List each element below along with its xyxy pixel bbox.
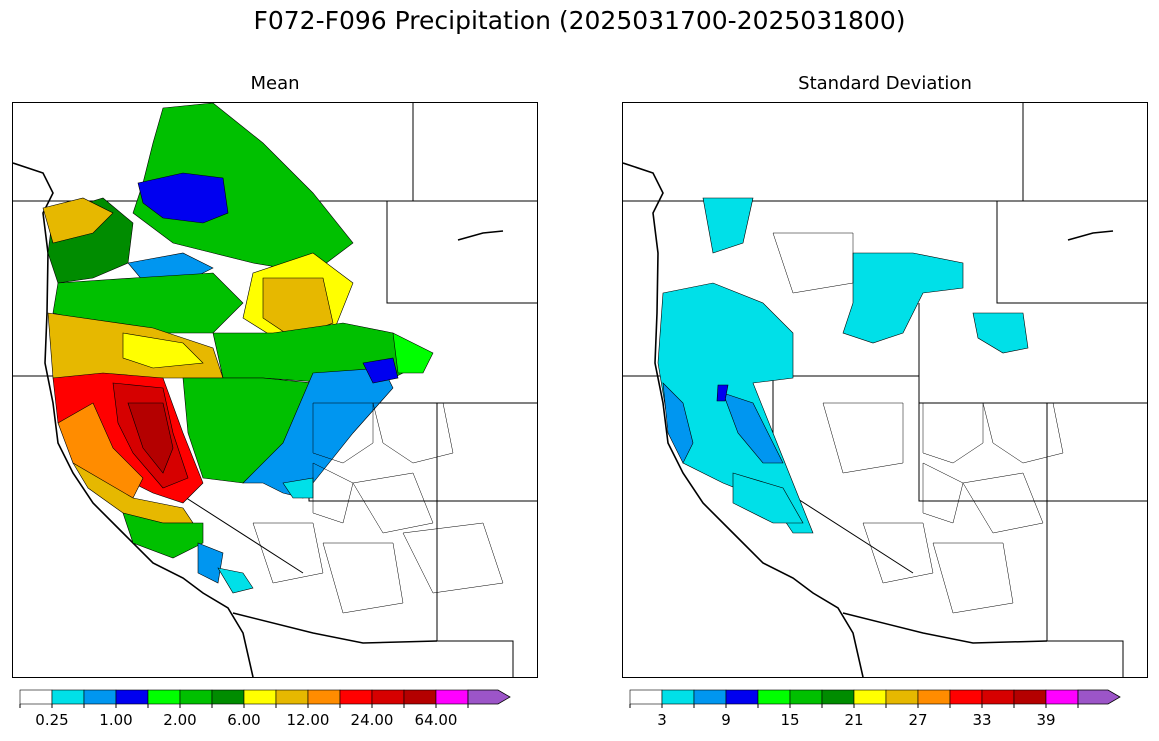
colorbar-swatch	[147, 689, 181, 705]
basin-outline	[352, 472, 434, 534]
colorbar-swatch	[339, 689, 373, 705]
basin-outline	[772, 232, 854, 294]
precip-region	[217, 567, 254, 594]
precip-region	[197, 542, 224, 584]
state-boundary	[918, 303, 1147, 502]
colorbar-swatch	[19, 689, 53, 705]
country-border	[232, 612, 438, 644]
colorbar-tick-label: 15	[780, 711, 800, 729]
colorbar-swatch	[371, 689, 405, 705]
colorbar-swatch	[693, 689, 727, 705]
stddev-region	[716, 384, 729, 402]
mean-map	[12, 102, 538, 678]
colorbar-tick-label: 21	[844, 711, 864, 729]
state-boundary	[772, 376, 914, 574]
state-boundary	[996, 201, 1147, 304]
precip-region	[392, 332, 434, 374]
colorbar-swatch	[179, 689, 213, 705]
state-boundary	[1046, 403, 1124, 677]
colorbar-swatch	[885, 689, 919, 705]
precip-region	[137, 172, 229, 224]
colorbar-tick-label: 12.00	[286, 711, 330, 729]
colorbar-swatch	[275, 689, 309, 705]
figure-title: F072-F096 Precipitation (2025031700-2025…	[253, 6, 906, 35]
basin-outline	[922, 462, 964, 524]
colorbar-swatch	[243, 689, 277, 705]
basin-outline	[932, 542, 1014, 614]
colorbar-swatch	[51, 689, 85, 705]
great-lakes-shoreline	[457, 230, 504, 241]
colorbar-tick-label: 9	[721, 711, 731, 729]
precip-region	[122, 512, 204, 559]
colorbar-swatch	[725, 689, 759, 705]
colorbar-tick-label: 39	[1036, 711, 1056, 729]
basin-outline	[372, 402, 454, 464]
stddev-map	[622, 102, 1148, 678]
great-lakes-shoreline	[1067, 230, 1114, 241]
stddev-panel-title: Standard Deviation	[798, 73, 972, 94]
stddev-region	[842, 252, 964, 344]
colorbar-tick-label: 64.00	[414, 711, 458, 729]
colorbar-tick-label: 6.00	[227, 711, 261, 729]
colorbar-extend-arrow	[1077, 689, 1121, 705]
colorbar-swatch	[789, 689, 823, 705]
basin-outline	[822, 402, 904, 474]
colorbar-tick-label: 3	[657, 711, 667, 729]
precip-region	[127, 402, 174, 474]
stddev-region	[972, 312, 1029, 354]
colorbar-swatch	[949, 689, 983, 705]
basin-outline	[402, 522, 504, 594]
precip-region	[42, 197, 114, 244]
colorbar-swatch	[83, 689, 117, 705]
stddev-region	[702, 197, 754, 254]
colorbar-swatch	[917, 689, 951, 705]
colorbar-swatch	[1013, 689, 1047, 705]
colorbar-tick-label: 33	[972, 711, 992, 729]
country-border	[842, 612, 1048, 644]
colorbar-swatch	[853, 689, 887, 705]
colorbar-tick-label: 24.00	[350, 711, 394, 729]
basin-outline	[982, 402, 1064, 464]
basin-outline	[962, 472, 1044, 534]
stddev-region	[722, 392, 784, 464]
stddev-region	[732, 472, 804, 524]
colorbar-swatch	[757, 689, 791, 705]
colorbar-swatch	[629, 689, 663, 705]
colorbar-swatch	[403, 689, 437, 705]
precip-region	[122, 332, 204, 369]
colorbar-swatch	[435, 689, 469, 705]
basin-outline	[322, 542, 404, 614]
colorbar-tick-label: 27	[908, 711, 928, 729]
mean-panel-title: Mean	[250, 73, 300, 94]
precip-region	[362, 357, 399, 384]
colorbar-swatch	[661, 689, 695, 705]
colorbar-swatch	[307, 689, 341, 705]
colorbar-tick-label: 2.00	[163, 711, 197, 729]
state-boundary	[436, 403, 514, 677]
colorbar-swatch	[981, 689, 1015, 705]
stddev-region	[662, 382, 694, 464]
basin-outline	[312, 462, 354, 524]
basin-outline	[252, 522, 324, 584]
colorbar-swatch	[115, 689, 149, 705]
basin-outline	[922, 402, 984, 464]
colorbar-swatch	[1045, 689, 1079, 705]
colorbar-swatch	[821, 689, 855, 705]
basin-outline	[862, 522, 934, 584]
mean-colorbar	[19, 689, 530, 708]
colorbar-tick-label: 0.25	[35, 711, 69, 729]
coastline	[623, 162, 864, 677]
state-boundary	[1022, 103, 1147, 202]
stddev-colorbar	[629, 689, 1140, 708]
basin-outline	[312, 402, 374, 464]
state-boundary	[412, 103, 537, 202]
colorbar-swatch	[211, 689, 245, 705]
state-boundary	[386, 201, 537, 304]
colorbar-tick-label: 1.00	[99, 711, 133, 729]
colorbar-extend-arrow	[467, 689, 511, 705]
